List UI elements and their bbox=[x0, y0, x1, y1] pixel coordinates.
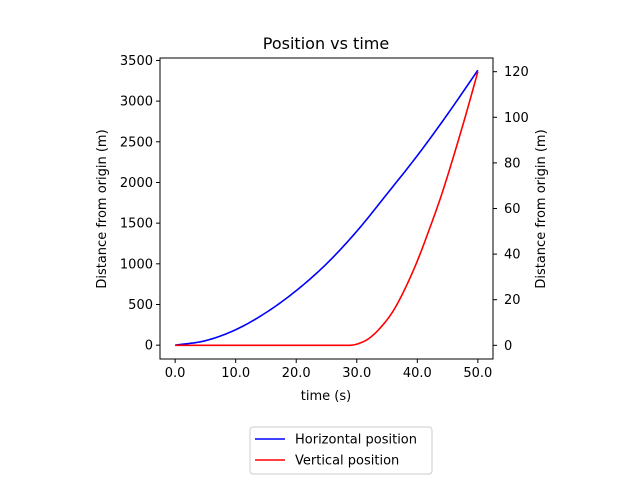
x-axis-label: time (s) bbox=[301, 389, 351, 404]
y-left-tick-label: 2500 bbox=[120, 135, 153, 150]
y-right-tick-label: 0 bbox=[504, 339, 512, 354]
x-axis: 0.0 10.0 20.0 30.0 40.0 50.0 bbox=[165, 359, 492, 381]
series-layer bbox=[175, 69, 479, 347]
x-tick-label: 40.0 bbox=[403, 366, 432, 381]
x-tick-label: 10.0 bbox=[221, 366, 250, 381]
legend: Horizontal position Vertical position bbox=[249, 426, 433, 475]
y-left-tick-label: 0 bbox=[145, 339, 153, 354]
y-left-tick-label: 2000 bbox=[120, 176, 153, 191]
y-axis-left: 0 500 1000 1500 2000 2500 3000 3500 bbox=[120, 54, 160, 354]
series-line-vertical bbox=[175, 71, 479, 347]
plot-area bbox=[159, 57, 494, 360]
y-right-tick-label: 100 bbox=[504, 111, 529, 126]
series-line-horizontal bbox=[175, 69, 479, 346]
y-axis-left-label: Distance from origin (m) bbox=[95, 129, 110, 288]
y-left-tick-label: 3500 bbox=[120, 54, 153, 69]
y-right-tick-label: 80 bbox=[504, 156, 521, 171]
y-right-tick-label: 60 bbox=[504, 202, 521, 217]
y-left-tick-label: 500 bbox=[128, 298, 153, 313]
y-right-tick-label: 120 bbox=[504, 65, 529, 80]
y-left-tick-label: 1500 bbox=[120, 217, 153, 232]
y-axis-right-label: Distance from origin (m) bbox=[534, 129, 549, 288]
x-tick-label: 0.0 bbox=[165, 366, 186, 381]
y-right-tick-label: 40 bbox=[504, 248, 521, 263]
chart-title: Position vs time bbox=[263, 34, 389, 53]
y-left-tick-label: 3000 bbox=[120, 95, 153, 110]
legend-label-horizontal: Horizontal position bbox=[295, 433, 417, 448]
x-tick-label: 50.0 bbox=[463, 366, 492, 381]
y-left-tick-label: 1000 bbox=[120, 257, 153, 272]
x-tick-label: 30.0 bbox=[342, 366, 371, 381]
legend-box bbox=[249, 426, 433, 475]
x-tick-label: 20.0 bbox=[282, 366, 311, 381]
y-axis-right: 0 20 40 60 80 100 120 bbox=[493, 65, 529, 354]
y-right-tick-label: 20 bbox=[504, 293, 521, 308]
legend-label-vertical: Vertical position bbox=[295, 454, 399, 469]
